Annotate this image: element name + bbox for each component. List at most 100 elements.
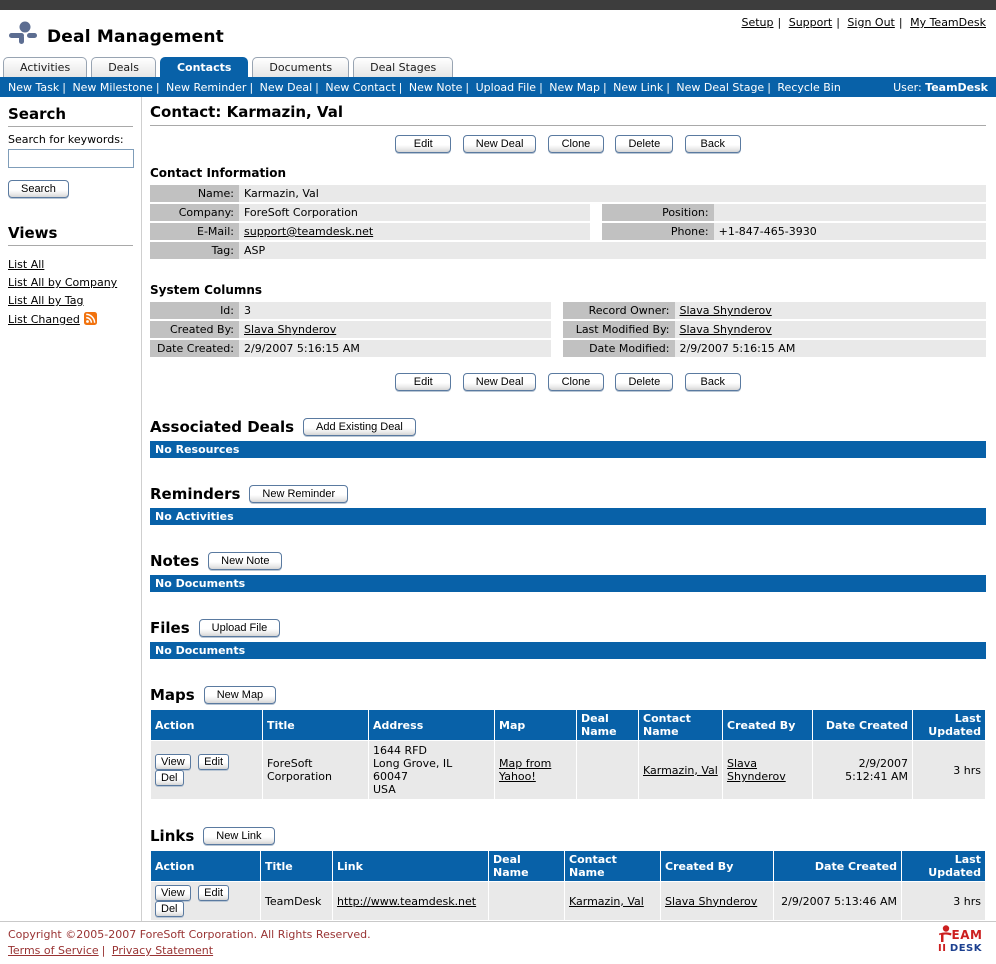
delete-button[interactable]: Delete xyxy=(615,373,674,391)
back-button[interactable]: Back xyxy=(684,373,741,391)
map-from-yahoo-link[interactable]: Map from Yahoo! xyxy=(499,757,552,783)
record-owner-label: Record Owner: xyxy=(562,302,675,319)
support-link[interactable]: Support xyxy=(788,16,833,29)
del-button[interactable]: Del xyxy=(155,770,184,786)
notes-empty-bar: No Documents xyxy=(150,575,986,592)
last-modified-by-link[interactable]: Slava Shynderov xyxy=(679,323,772,336)
add-existing-deal-button[interactable]: Add Existing Deal xyxy=(303,418,416,436)
new-deal-link[interactable]: New Deal xyxy=(259,80,313,94)
del-button[interactable]: Del xyxy=(155,901,184,917)
recycle-bin-link[interactable]: Recycle Bin xyxy=(777,80,841,94)
new-task-link[interactable]: New Task xyxy=(8,80,60,94)
tab-documents[interactable]: Documents xyxy=(252,57,350,77)
map-deal-name-cell xyxy=(576,740,639,800)
logo-bars: II xyxy=(937,943,947,954)
new-map-link[interactable]: New Map xyxy=(549,80,600,94)
back-button[interactable]: Back xyxy=(684,135,741,153)
new-map-button[interactable]: New Map xyxy=(203,686,277,704)
table-row: Created By: Slava Shynderov Last Modifie… xyxy=(150,321,986,338)
reminders-empty-bar: No Activities xyxy=(150,508,986,525)
new-contact-link[interactable]: New Contact xyxy=(325,80,396,94)
created-by-link[interactable]: Slava Shynderov xyxy=(727,757,786,783)
id-value: 3 xyxy=(239,302,551,319)
my-teamdesk-link[interactable]: My TeamDesk xyxy=(910,16,986,29)
search-button[interactable]: Search xyxy=(8,180,69,198)
column-header: Deal Name xyxy=(576,709,639,741)
links-header-row: Action Title Link Deal Name Contact Name… xyxy=(150,850,986,882)
link-title-cell: TeamDesk xyxy=(260,881,333,921)
tab-deal-stages[interactable]: Deal Stages xyxy=(353,57,454,77)
map-last-updated-cell: 3 hrs xyxy=(912,740,986,800)
app-header: Deal Management Setup Support Sign Out M… xyxy=(0,10,996,56)
upload-file-button[interactable]: Upload File xyxy=(198,619,281,637)
new-milestone-link[interactable]: New Milestone xyxy=(72,80,153,94)
tab-activities[interactable]: Activities xyxy=(3,57,88,77)
rss-icon[interactable] xyxy=(83,312,97,328)
edit-button[interactable]: Edit xyxy=(198,754,230,770)
created-by-link[interactable]: Slava Shynderov xyxy=(665,894,758,908)
record-actions-top: Edit New Deal Clone Delete Back xyxy=(150,135,986,153)
link-deal-name-cell xyxy=(488,881,565,921)
new-note-link[interactable]: New Note xyxy=(408,80,463,94)
privacy-statement-link[interactable]: Privacy Statement xyxy=(111,944,214,957)
view-list-changed[interactable]: List Changed xyxy=(8,313,80,326)
links-action-cell: View Edit Del xyxy=(150,881,261,921)
clone-button[interactable]: Clone xyxy=(547,373,604,391)
associated-deals-empty-bar: No Resources xyxy=(150,441,986,458)
column-header: Link xyxy=(332,850,489,882)
new-reminder-link[interactable]: New Reminder xyxy=(166,80,247,94)
upload-file-link[interactable]: Upload File xyxy=(475,80,537,94)
column-header: Last Updated xyxy=(901,850,986,882)
main-content: Contact: Karmazin, Val Edit New Deal Clo… xyxy=(142,97,996,921)
map-contact-name-cell: Karmazin, Val xyxy=(638,740,723,800)
view-button[interactable]: View xyxy=(155,754,191,770)
email-link[interactable]: support@teamdesk.net xyxy=(244,225,374,238)
edit-button[interactable]: Edit xyxy=(395,373,452,391)
edit-button[interactable]: Edit xyxy=(395,135,452,153)
setup-link[interactable]: Setup xyxy=(741,16,774,29)
top-strip xyxy=(0,0,996,10)
map-date-created-cell: 2/9/2007 5:12:41 AM xyxy=(812,740,913,800)
new-deal-button[interactable]: New Deal xyxy=(462,373,537,391)
clone-button[interactable]: Clone xyxy=(547,135,604,153)
column-header: Title xyxy=(262,709,369,741)
table-row: Date Created: 2/9/2007 5:16:15 AM Date M… xyxy=(150,340,986,357)
created-by-link[interactable]: Slava Shynderov xyxy=(244,323,337,336)
maps-table: Action Title Address Map Deal Name Conta… xyxy=(150,709,986,800)
files-empty-bar: No Documents xyxy=(150,642,986,659)
new-link-link[interactable]: New Link xyxy=(613,80,664,94)
tab-deals[interactable]: Deals xyxy=(91,57,156,77)
record-owner-link[interactable]: Slava Shynderov xyxy=(679,304,772,317)
new-link-button[interactable]: New Link xyxy=(203,827,275,845)
search-input[interactable] xyxy=(8,149,134,168)
sign-out-link[interactable]: Sign Out xyxy=(847,16,895,29)
teamdesk-url-link[interactable]: http://www.teamdesk.net xyxy=(337,894,477,908)
spacer xyxy=(550,302,563,319)
table-row: Tag: ASP xyxy=(150,242,986,259)
contact-name-link[interactable]: Karmazin, Val xyxy=(643,763,718,777)
new-deal-stage-link[interactable]: New Deal Stage xyxy=(676,80,765,94)
delete-button[interactable]: Delete xyxy=(615,135,674,153)
new-reminder-button[interactable]: New Reminder xyxy=(249,485,349,503)
logo-desk-text: DESK xyxy=(949,943,983,954)
search-label: Search for keywords: xyxy=(8,133,124,146)
new-deal-button[interactable]: New Deal xyxy=(462,135,537,153)
column-header: Date Created xyxy=(773,850,902,882)
view-list-all[interactable]: List All xyxy=(8,258,45,271)
edit-button[interactable]: Edit xyxy=(198,885,230,901)
view-button[interactable]: View xyxy=(155,885,191,901)
new-note-button[interactable]: New Note xyxy=(208,552,283,570)
tab-contacts[interactable]: Contacts xyxy=(159,57,249,77)
contact-name-link[interactable]: Karmazin, Val xyxy=(569,894,644,908)
table-row: E-Mail: support@teamdesk.net Phone: +1-8… xyxy=(150,223,986,240)
spacer xyxy=(550,340,563,357)
view-list-all-by-company[interactable]: List All by Company xyxy=(8,276,118,289)
spacer xyxy=(589,223,602,240)
date-modified-value: 2/9/2007 5:16:15 AM xyxy=(674,340,986,357)
terms-of-service-link[interactable]: Terms of Service xyxy=(8,944,99,957)
view-list-all-by-tag[interactable]: List All by Tag xyxy=(8,294,84,307)
reminders-heading: Reminders xyxy=(150,485,241,503)
date-created-value: 2/9/2007 5:16:15 AM xyxy=(239,340,551,357)
column-header: Contact Name xyxy=(638,709,723,741)
column-header: Created By xyxy=(660,850,774,882)
